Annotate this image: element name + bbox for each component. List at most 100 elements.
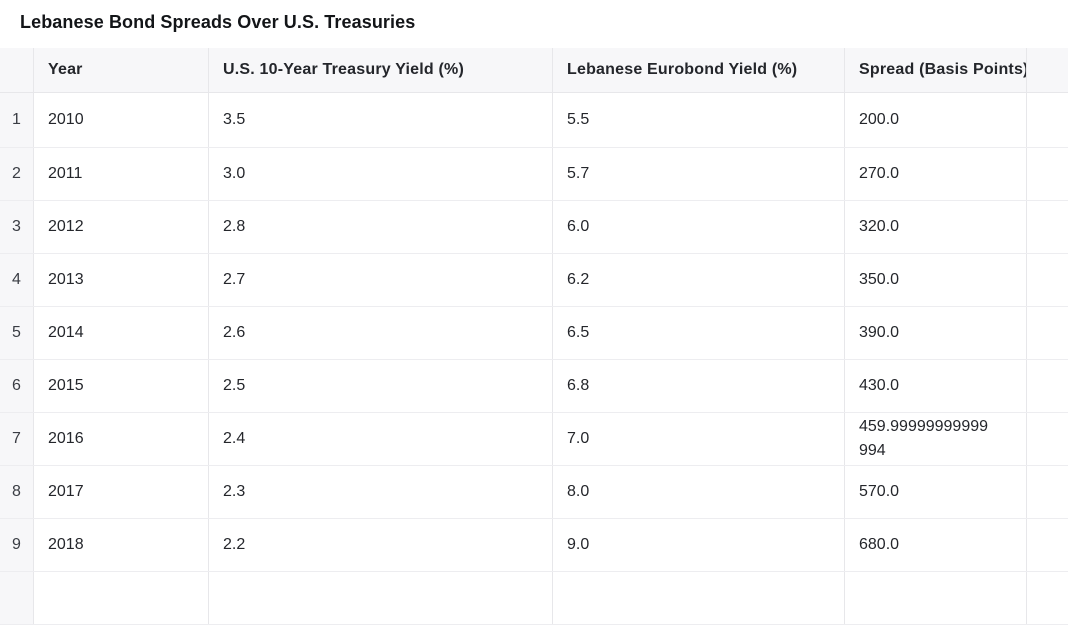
cell-year[interactable]: 2011 [34,148,209,200]
cell-spread-value: 200.0 [859,111,900,128]
table-row: 9 2018 2.2 9.0 680.0 [0,519,1068,572]
cell-spread-value: 320.0 [859,218,900,235]
page-title: Lebanese Bond Spreads Over U.S. Treasuri… [20,12,416,32]
header-label-spread: Spread (Basis Points) [859,61,1027,78]
table-row: 4 2013 2.7 6.2 350.0 [0,254,1068,307]
cell-spread-value: 350.0 [859,271,900,288]
cell-spread[interactable]: 320.0 [845,201,1027,253]
cell-year[interactable]: 2015 [34,360,209,412]
cell-treasury[interactable]: 2.2 [209,519,553,571]
header-label-treasury: U.S. 10-Year Treasury Yield (%) [223,61,464,78]
cell-treasury[interactable]: 2.8 [209,201,553,253]
cell-eurobond-value: 5.5 [567,111,590,128]
trailing-cell [1027,466,1068,518]
row-index-cell-value: 5 [12,324,21,341]
row-index-cell-value: 2 [12,165,21,182]
cell-eurobond-value: 7.0 [567,430,590,447]
cell-spread-value: 390.0 [859,324,900,341]
cell-treasury-value: 2.4 [223,430,246,447]
cell-year[interactable]: 2018 [34,519,209,571]
header-cell-trailing [1027,48,1068,92]
cell-year-value: 2018 [48,536,84,553]
cell-year-value: 2012 [48,218,84,235]
cell-year-value: 2016 [48,430,84,447]
cell-treasury-value: 2.3 [223,483,246,500]
cell-eurobond[interactable]: 7.0 [553,413,845,465]
cell-spread[interactable]: 459.99999999999994 [845,413,1027,465]
cell-eurobond-value: 5.7 [567,165,590,182]
row-index-cell-value: 4 [12,271,21,288]
cell-spread[interactable]: 680.0 [845,519,1027,571]
header-label-year: Year [48,61,83,78]
cell-spread-value: 430.0 [859,377,900,394]
row-index-cell[interactable]: 3 [0,201,34,253]
cell-eurobond-value: 6.2 [567,271,590,288]
cell-treasury[interactable]: 3.5 [209,93,553,147]
cell-eurobond[interactable]: 6.5 [553,307,845,359]
cell-treasury-value: 2.7 [223,271,246,288]
cell-year[interactable]: 2016 [34,413,209,465]
cell-spread[interactable]: 200.0 [845,93,1027,147]
cell-eurobond[interactable]: 6.0 [553,201,845,253]
cell-spread[interactable]: 570.0 [845,466,1027,518]
cell-spread[interactable]: 350.0 [845,254,1027,306]
cell-eurobond-value: 6.5 [567,324,590,341]
cell-year[interactable]: 2012 [34,201,209,253]
trailing-cell [1027,201,1068,253]
header-cell-year[interactable]: Year [34,48,209,92]
header-cell-spread[interactable]: Spread (Basis Points) [845,48,1027,92]
cell-treasury-value: 2.5 [223,377,246,394]
row-index-cell[interactable]: 7 [0,413,34,465]
cell-eurobond-value: 6.8 [567,377,590,394]
cell-treasury-value: 2.6 [223,324,246,341]
table-row: 7 2016 2.4 7.0 459.99999999999994 [0,413,1068,466]
cell-spread-value: 270.0 [859,165,900,182]
table-header-row: Year U.S. 10-Year Treasury Yield (%) Leb… [0,48,1068,93]
cell-spread[interactable]: 390.0 [845,307,1027,359]
header-cell-index[interactable] [0,48,34,92]
cell-eurobond[interactable]: 8.0 [553,466,845,518]
cell-treasury-value: 3.5 [223,111,246,128]
cell-treasury[interactable]: 2.5 [209,360,553,412]
cell-eurobond[interactable]: 5.5 [553,93,845,147]
row-index-cell[interactable]: 8 [0,466,34,518]
header-cell-treasury[interactable]: U.S. 10-Year Treasury Yield (%) [209,48,553,92]
cell-eurobond[interactable]: 5.7 [553,148,845,200]
cell-treasury[interactable]: 2.7 [209,254,553,306]
row-index-cell-value: 1 [12,111,21,128]
cell-spread[interactable]: 270.0 [845,148,1027,200]
row-index-cell-value: 8 [12,483,21,500]
cell-spread[interactable]: 430.0 [845,360,1027,412]
row-index-cell[interactable]: 9 [0,519,34,571]
cell-year-value: 2015 [48,377,84,394]
trailing-cell [1027,413,1068,465]
cell-treasury[interactable]: 2.6 [209,307,553,359]
cell-treasury[interactable]: 2.3 [209,466,553,518]
row-index-cell[interactable]: 6 [0,360,34,412]
cell-year[interactable]: 2010 [34,93,209,147]
row-index-cell[interactable]: 2 [0,148,34,200]
header-cell-eurobond[interactable]: Lebanese Eurobond Yield (%) [553,48,845,92]
cell-year[interactable]: 2013 [34,254,209,306]
cell-eurobond[interactable]: 6.2 [553,254,845,306]
row-index-cell[interactable]: 1 [0,93,34,147]
table-row: 8 2017 2.3 8.0 570.0 [0,466,1068,519]
cell-eurobond[interactable]: 6.8 [553,360,845,412]
cell-year-value: 2010 [48,111,84,128]
cell-treasury-value: 2.2 [223,536,246,553]
trailing-cell [1027,93,1068,147]
table-row: 6 2015 2.5 6.8 430.0 [0,360,1068,413]
trailing-cell [1027,307,1068,359]
cell-eurobond-value: 9.0 [567,536,590,553]
cell-year-value: 2011 [48,165,83,182]
cell-eurobond-value: 6.0 [567,218,590,235]
row-index-cell[interactable]: 4 [0,254,34,306]
cell-treasury[interactable]: 3.0 [209,148,553,200]
cell-eurobond-value: 8.0 [567,483,590,500]
cell-treasury[interactable]: 2.4 [209,413,553,465]
cell-eurobond[interactable]: 9.0 [553,519,845,571]
cell-year[interactable]: 2017 [34,466,209,518]
cell-year[interactable]: 2014 [34,307,209,359]
cell-year-value: 2013 [48,271,84,288]
row-index-cell[interactable]: 5 [0,307,34,359]
